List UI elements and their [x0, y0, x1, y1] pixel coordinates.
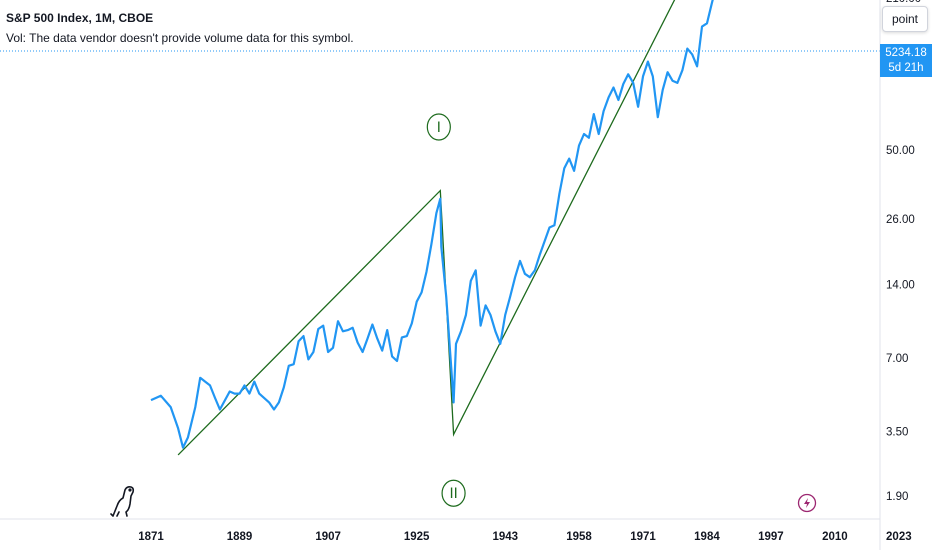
- wave-labels-group: IIIIIIIVV: [426, 113, 466, 507]
- y-tick-label: 14.00: [886, 280, 915, 292]
- wave-label: I: [437, 120, 441, 136]
- y-tick-label: 7.00: [886, 353, 908, 365]
- volume-note: Vol: The data vendor doesn't provide vol…: [6, 31, 354, 45]
- chart-title: S&P 500 Index, 1M, CBOE: [6, 11, 154, 25]
- x-tick-label: 1971: [630, 531, 656, 543]
- x-tick-label: 1984: [694, 531, 720, 543]
- last-price-value: 5234.18: [885, 47, 927, 59]
- y-tick-label: 50.00: [886, 145, 915, 157]
- y-axis-ticks: 7000.001750.00950.00450.00210.00110.0050…: [886, 0, 921, 503]
- wave-label-circle: [426, 113, 451, 141]
- x-tick-label: 1958: [566, 531, 592, 543]
- wave-label-circle: [441, 479, 466, 507]
- x-tick-label: 1889: [227, 531, 253, 543]
- x-tick-label: 2010: [822, 531, 848, 543]
- x-tick-label: 1907: [315, 531, 341, 543]
- wave-label: II: [449, 486, 457, 502]
- wave-count-line: [177, 0, 676, 456]
- price-series-line: [150, 0, 714, 449]
- y-tick-label: 26.00: [886, 214, 915, 226]
- y-tick-label: 210.00: [886, 0, 921, 5]
- x-tick-label: 1997: [758, 531, 784, 543]
- scale-mode-button[interactable]: point: [882, 6, 928, 32]
- lightning-icon[interactable]: [797, 493, 817, 513]
- y-tick-label: 3.50: [886, 426, 908, 438]
- x-tick-label: 1943: [492, 531, 518, 543]
- last-price-tag: 5234.18 5d 21h: [880, 44, 932, 77]
- x-tick-label: 1871: [138, 531, 164, 543]
- x-axis-ticks: 1871 1889 1907 1925 1943 1958 1971 1984 1997 2010…: [138, 531, 912, 543]
- x-tick-label: 1925: [404, 531, 430, 543]
- dinosaur-icon: [110, 486, 135, 517]
- bar-countdown: 5d 21h: [888, 62, 924, 74]
- y-tick-label: 1.90: [886, 491, 908, 503]
- x-tick-label: 2023: [886, 531, 912, 543]
